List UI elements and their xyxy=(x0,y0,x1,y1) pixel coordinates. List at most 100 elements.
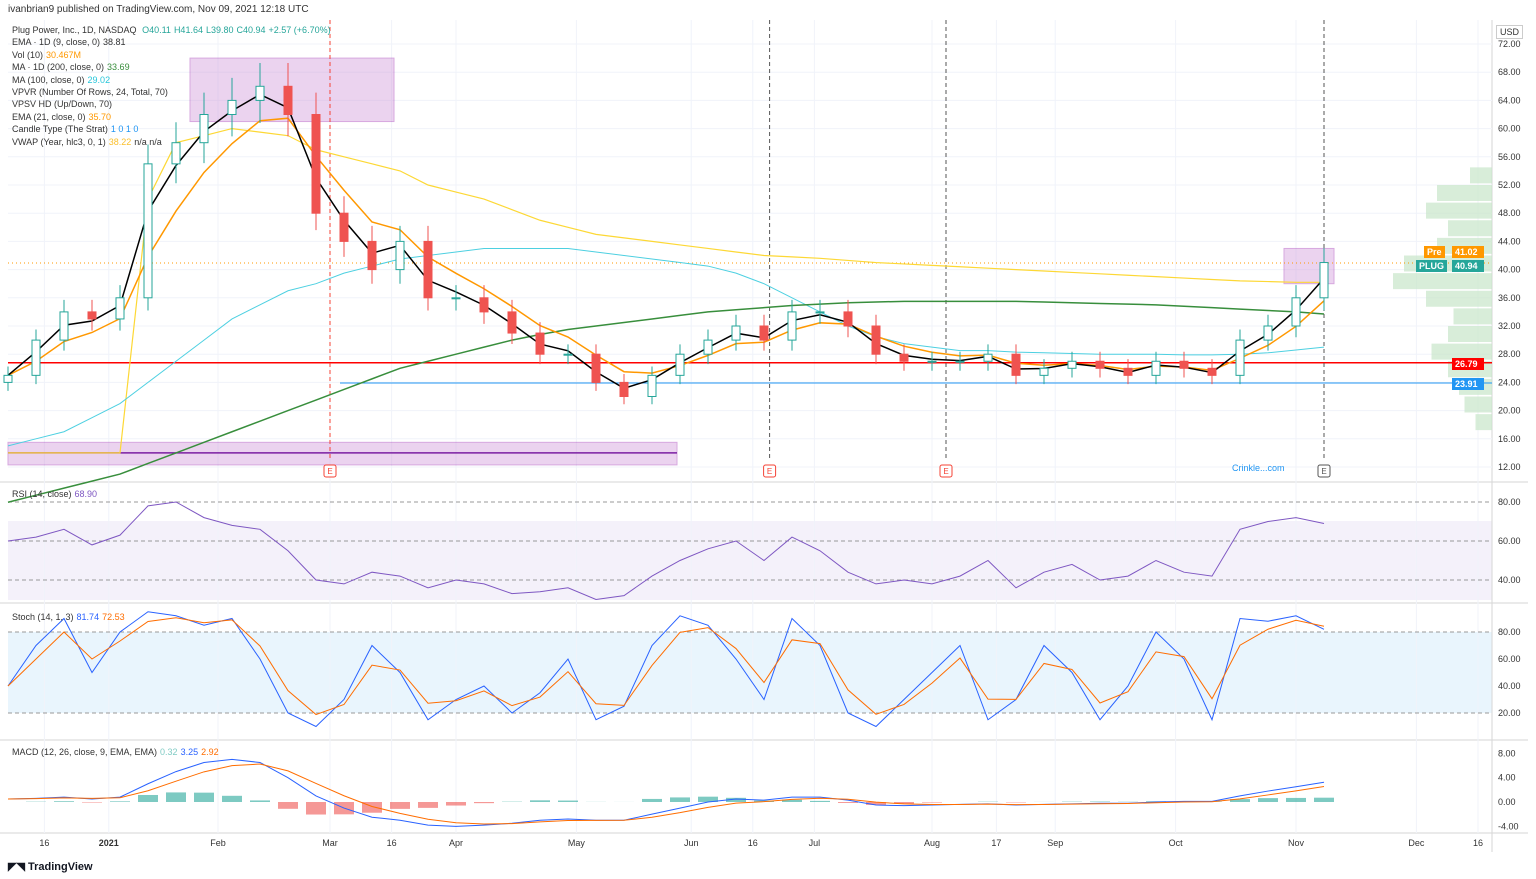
price-tick: 72.00 xyxy=(1498,39,1521,49)
macd-histogram-bar xyxy=(166,792,186,802)
time-tick: 16 xyxy=(39,838,49,848)
macd-histogram-bar xyxy=(474,802,494,804)
stoch-d-line xyxy=(7,617,1325,716)
ohlc-change: +2.57 (+6.70%) xyxy=(268,25,331,35)
watermark: Crinkle...com xyxy=(1232,463,1285,473)
time-tick: Aug xyxy=(924,838,940,848)
price-tick: 12.00 xyxy=(1498,462,1521,472)
macd-histogram-bar xyxy=(922,802,942,803)
legend-ema21[interactable]: EMA (21, close, 0) 35.70 xyxy=(12,111,112,122)
ohlc-close: C40.94 xyxy=(236,25,266,35)
macd-legend[interactable]: MACD (12, 26, close, 9, EMA, EMA) 0.32 3.2… xyxy=(12,747,219,757)
candle-body xyxy=(675,353,685,376)
legend-ema9[interactable]: EMA · 1D (9, close, 0) 38.81 xyxy=(12,37,126,48)
earnings-marker xyxy=(939,464,953,478)
price-tick: 68.00 xyxy=(1498,67,1521,77)
ema9-line xyxy=(7,93,1325,390)
last-price: 40.94 xyxy=(1452,260,1484,272)
macd-histogram-bar xyxy=(698,796,718,802)
tradingview-logo[interactable]: ◤◥ TradingView xyxy=(8,861,93,873)
legend-vwap[interactable]: VWAP (Year, hlc3, 0, 1) 38.22 n/a n/a xyxy=(12,136,162,147)
time-tick: Feb xyxy=(210,838,226,848)
price-tick: 52.00 xyxy=(1498,180,1521,190)
volume-profile-bar xyxy=(1448,326,1492,342)
pre-market-label: Pre xyxy=(1424,246,1445,258)
time-tick: Jun xyxy=(684,838,699,848)
pre-market-price: 41.02 xyxy=(1452,246,1484,258)
candle-body xyxy=(815,311,825,314)
candle-body xyxy=(199,114,209,144)
candle-body xyxy=(1263,325,1273,341)
candle-body xyxy=(171,142,181,165)
legend-vpsv[interactable]: VPSV HD (Up/Down, 70) xyxy=(12,99,113,110)
price-tick: 16.00 xyxy=(1498,434,1521,444)
candle-body xyxy=(479,297,489,313)
candle-body xyxy=(507,311,517,334)
price-tick: 32.00 xyxy=(1498,321,1521,331)
candle-body xyxy=(283,85,293,116)
ohlc-open: O40.11 xyxy=(142,25,171,35)
macd-signal-line xyxy=(7,763,1325,825)
symbol-label: PLUG xyxy=(1416,260,1448,272)
time-tick: Dec xyxy=(1408,838,1425,848)
indicator-tick: 0.00 xyxy=(1498,797,1516,807)
candle-body xyxy=(759,325,769,341)
volume-profile-bar xyxy=(1464,396,1492,413)
indicator-tick: 8.00 xyxy=(1498,748,1516,758)
candle-body xyxy=(451,297,461,300)
volume-profile-bar xyxy=(1475,414,1492,431)
indicator-tick: 60.00 xyxy=(1498,654,1521,664)
candle-body xyxy=(1235,339,1245,376)
legend-strat[interactable]: Candle Type (The Strat) 1 0 1 0 xyxy=(12,124,139,135)
legend-ma200[interactable]: MA · 1D (200, close, 0) 33.69 xyxy=(12,62,130,73)
macd-histogram-bar xyxy=(82,802,102,803)
red-level-price: 26.79 xyxy=(1452,358,1484,370)
macd-histogram-bar xyxy=(530,800,550,802)
legend-vol[interactable]: Vol (10) 30.467M xyxy=(12,49,82,60)
macd-histogram-bar xyxy=(390,802,410,809)
price-tick: 44.00 xyxy=(1498,236,1521,246)
macd-histogram-bar xyxy=(810,800,830,802)
rsi-legend[interactable]: RSI (14, close) 68.90 xyxy=(12,489,98,499)
macd-histogram-bar xyxy=(1286,797,1306,802)
indicator-tick: -4.00 xyxy=(1498,821,1519,831)
ema21-line xyxy=(7,117,1325,377)
candle-body xyxy=(1039,367,1049,376)
currency-label[interactable]: USD xyxy=(1496,25,1524,39)
legend-vpvr[interactable]: VPVR (Number Of Rows, 24, Total, 70) xyxy=(12,87,168,98)
macd-histogram-bar xyxy=(726,797,746,802)
earnings-marker xyxy=(763,464,777,478)
time-tick: 2021 xyxy=(99,838,119,848)
candle-body xyxy=(339,212,349,242)
macd-histogram-bar xyxy=(838,802,858,803)
price-tick: 60.00 xyxy=(1498,124,1521,134)
candle-body xyxy=(563,353,573,356)
candle-body xyxy=(1011,353,1021,376)
macd-histogram-bar xyxy=(866,802,886,805)
candle-body xyxy=(115,297,125,320)
macd-histogram-bar xyxy=(306,802,326,815)
macd-histogram-bar xyxy=(446,802,466,806)
volume-profile-bar xyxy=(1393,273,1492,290)
stoch-legend[interactable]: Stoch (14, 1, 3) 81.74 72.53 xyxy=(12,612,125,622)
legend-ma100[interactable]: MA (100, close, 0) 29.02 xyxy=(12,74,111,85)
macd-histogram-bar xyxy=(1258,798,1278,802)
time-tick: 16 xyxy=(387,838,397,848)
earnings-marker xyxy=(1317,464,1331,478)
candle-body xyxy=(703,339,713,355)
price-tick: 24.00 xyxy=(1498,377,1521,387)
candle-body xyxy=(871,325,881,355)
volume-profile-bar xyxy=(1426,202,1492,219)
candle-body xyxy=(227,99,237,116)
symbol-title: Plug Power, Inc., 1D, NASDAQ xyxy=(12,25,137,35)
publish-header: ivanbrian9 published on TradingView.com,… xyxy=(8,4,309,15)
candle-body xyxy=(787,311,797,341)
blue-level-price: 23.91 xyxy=(1452,378,1484,390)
earnings-icon: E xyxy=(767,467,772,476)
indicator-tick: 60.00 xyxy=(1498,536,1521,546)
candle-body xyxy=(1123,367,1133,376)
candle-body xyxy=(255,85,265,101)
logo-icon: ◤◥ xyxy=(8,861,28,873)
candle-body xyxy=(591,353,601,383)
